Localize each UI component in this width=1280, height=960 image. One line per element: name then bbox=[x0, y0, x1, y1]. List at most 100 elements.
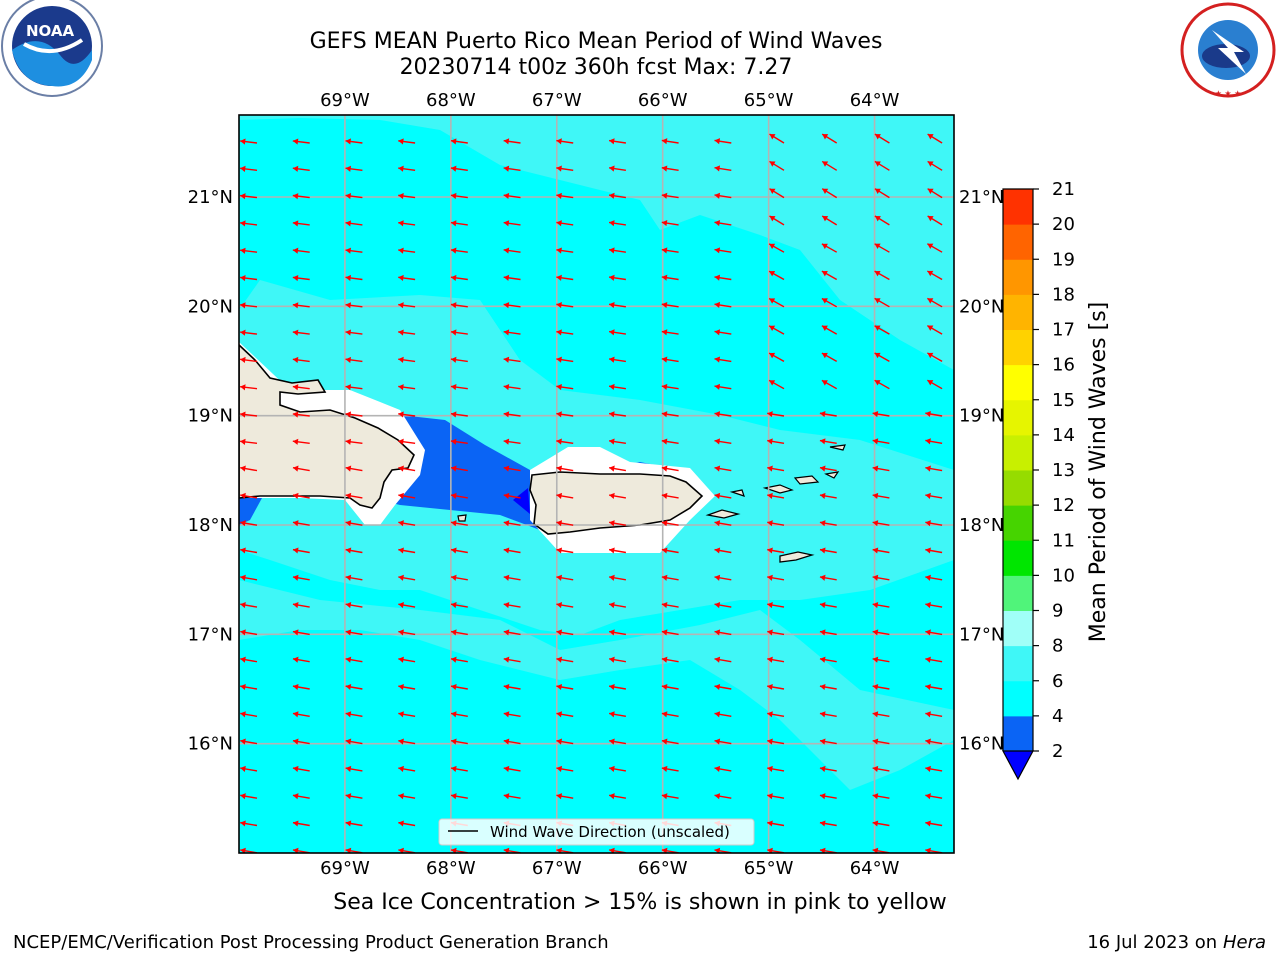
wind-arrow bbox=[926, 379, 943, 390]
wind-arrow bbox=[714, 656, 732, 663]
wind-arrow bbox=[450, 711, 468, 718]
wind-arrow bbox=[608, 165, 627, 172]
wind-arrow bbox=[345, 602, 363, 609]
wind-arrow bbox=[661, 356, 679, 363]
wind-arrow bbox=[925, 738, 943, 745]
wind-arrow bbox=[450, 629, 468, 636]
wind-arrow bbox=[819, 411, 837, 418]
wind-arrow bbox=[292, 138, 310, 145]
wind-arrow bbox=[240, 629, 258, 636]
wind-arrow bbox=[345, 384, 363, 391]
wind-arrow bbox=[503, 738, 521, 745]
wind-arrow bbox=[556, 547, 574, 554]
wind-arrow bbox=[398, 765, 416, 772]
wind-arrow bbox=[556, 138, 574, 145]
wind-arrow bbox=[661, 165, 679, 172]
wind-arrow bbox=[292, 411, 310, 418]
wind-arrow bbox=[661, 793, 679, 800]
wind-arrow bbox=[714, 138, 732, 145]
wind-arrow bbox=[345, 274, 363, 282]
wind-arrow bbox=[450, 329, 468, 336]
wind-arrow bbox=[767, 465, 785, 472]
wind-arrow bbox=[925, 574, 943, 581]
lon-tick-label: 67°W bbox=[532, 858, 582, 879]
wind-arrow bbox=[398, 192, 416, 200]
lat-tick-label: 20°N bbox=[959, 296, 1004, 317]
wind-arrow bbox=[345, 574, 363, 581]
wind-arrow bbox=[874, 188, 890, 199]
wind-arrow bbox=[609, 629, 627, 636]
wind-arrow bbox=[609, 465, 627, 472]
wind-arrow bbox=[819, 629, 837, 636]
wind-arrow bbox=[556, 465, 574, 472]
wind-arrow bbox=[556, 683, 574, 691]
wind-arrow bbox=[874, 352, 890, 363]
lon-tick-label: 64°W bbox=[850, 858, 900, 879]
wind-arrow bbox=[450, 220, 468, 227]
wind-arrow bbox=[240, 165, 258, 172]
wind-arrow bbox=[450, 602, 468, 609]
wind-arrow bbox=[398, 602, 416, 609]
wind-arrow bbox=[767, 520, 785, 527]
wind-arrow bbox=[925, 410, 943, 418]
wind-arrow bbox=[240, 193, 258, 200]
wind-arrow bbox=[292, 765, 310, 772]
wind-arrow bbox=[661, 138, 679, 145]
wind-arrow bbox=[767, 602, 785, 609]
map-panel bbox=[239, 115, 954, 853]
wind-arrow bbox=[819, 602, 837, 609]
wind-arrow bbox=[240, 411, 258, 418]
wind-arrow bbox=[556, 192, 574, 199]
wind-arrow bbox=[767, 629, 785, 636]
wind-arrow bbox=[292, 193, 310, 200]
wind-arrow bbox=[503, 220, 521, 227]
sea-ice-note: Sea Ice Concentration > 15% is shown in … bbox=[333, 890, 947, 915]
footer-host: Hera bbox=[1222, 932, 1266, 953]
wind-arrow bbox=[819, 793, 837, 800]
wind-arrow bbox=[398, 629, 416, 636]
wind-arrow bbox=[398, 683, 416, 691]
lat-tick-label: 18°N bbox=[188, 515, 233, 536]
wind-arrow bbox=[556, 793, 574, 800]
wind-arrow bbox=[872, 465, 890, 472]
wind-arrow bbox=[503, 438, 521, 445]
wind-arrow bbox=[450, 547, 468, 554]
wind-arrow bbox=[556, 329, 574, 336]
wind-arrow bbox=[240, 738, 258, 745]
wind-arrow bbox=[925, 656, 943, 663]
wind-arrow bbox=[292, 547, 310, 554]
wind-arrow bbox=[769, 133, 785, 144]
wind-arrow bbox=[240, 683, 258, 691]
wind-arrow bbox=[768, 243, 785, 253]
wind-arrow bbox=[556, 274, 574, 281]
wind-arrow bbox=[608, 192, 627, 199]
lat-tick-labels-right: 21°N 20°N 19°N 18°N 17°N 16°N bbox=[959, 187, 1004, 755]
wind-arrow bbox=[398, 656, 416, 663]
wind-arrow bbox=[345, 138, 363, 145]
puerto-rico-land bbox=[529, 471, 704, 535]
wind-arrow bbox=[240, 220, 258, 227]
wind-arrow bbox=[450, 411, 468, 418]
wind-arrow bbox=[240, 438, 258, 445]
colorbar-tick-label: 19 bbox=[1052, 249, 1075, 270]
wind-arrow bbox=[292, 574, 310, 581]
wind-arrow bbox=[240, 520, 258, 527]
wind-arrow bbox=[872, 765, 890, 772]
colorbar-tick-label: 10 bbox=[1052, 565, 1075, 586]
wind-arrow bbox=[714, 765, 732, 772]
wind-arrow bbox=[767, 438, 785, 445]
wind-arrow bbox=[609, 520, 627, 527]
wind-arrow bbox=[292, 602, 310, 609]
wind-arrow bbox=[450, 465, 468, 472]
wind-arrow bbox=[240, 820, 258, 827]
wind-arrow bbox=[925, 547, 943, 554]
colorbar-segment bbox=[1003, 399, 1033, 436]
wind-arrow bbox=[608, 220, 627, 227]
wind-arrow bbox=[608, 411, 627, 418]
wind-arrow bbox=[872, 820, 890, 827]
wind-arrow bbox=[927, 160, 943, 171]
colorbar-segment bbox=[1003, 610, 1033, 647]
wind-arrow bbox=[874, 215, 890, 226]
wind-arrow bbox=[819, 574, 837, 581]
wind-arrow bbox=[240, 329, 258, 336]
